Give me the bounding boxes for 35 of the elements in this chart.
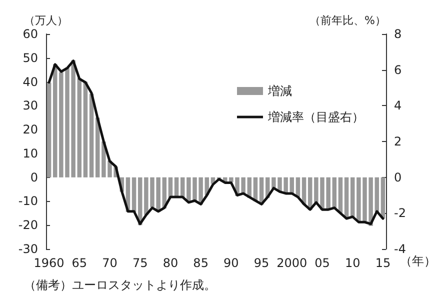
x-tick-label: 90 [224, 256, 239, 270]
x-tick-label: 1960 [34, 256, 64, 270]
y2-tick-label: 2 [394, 134, 402, 148]
y-tick-label: 60 [22, 27, 38, 41]
x-tick-label: 85 [193, 256, 208, 270]
y2-axis-title: （前年比、%） [310, 14, 386, 27]
y-tick-label: 40 [22, 74, 38, 89]
x-axis-title: （年） [400, 254, 436, 268]
y2-tick-label: 8 [394, 27, 402, 41]
x-tick-label: 75 [132, 256, 148, 270]
x-tick-label: 95 [254, 256, 270, 270]
x-tick-label: 65 [72, 256, 88, 270]
y-tick-label: 30 [22, 98, 38, 113]
y2-tick-label: -2 [394, 206, 406, 220]
y-tick-label: 20 [22, 122, 38, 137]
y-tick-label: -20 [18, 218, 38, 232]
y-tick-label: 0 [30, 170, 38, 184]
x-tick-label: 2000 [276, 256, 308, 270]
y-tick-label: -10 [18, 194, 38, 208]
y2-tick-label: 0 [394, 170, 402, 184]
y-tick-label: -30 [18, 242, 38, 256]
x-tick-label: 15 [375, 256, 391, 270]
legend-label: 増減率（目盛右） [267, 110, 364, 124]
x-tick-label: 10 [344, 256, 360, 270]
y-axis-title: （万人） [24, 14, 68, 27]
x-tick-label: 70 [102, 256, 118, 270]
y2-tick-label: 4 [394, 98, 402, 113]
legend-label: 増減 [267, 84, 292, 98]
y2-tick-label: -4 [394, 242, 406, 256]
y-tick-label: 10 [22, 146, 38, 160]
text: （備考）ユーロスタットより作成。 [24, 278, 216, 292]
x-tick-label: 80 [162, 256, 178, 270]
y2-tick-label: 6 [394, 62, 402, 77]
x-tick-label: 05 [314, 256, 330, 270]
y-tick-label: 50 [22, 50, 38, 65]
